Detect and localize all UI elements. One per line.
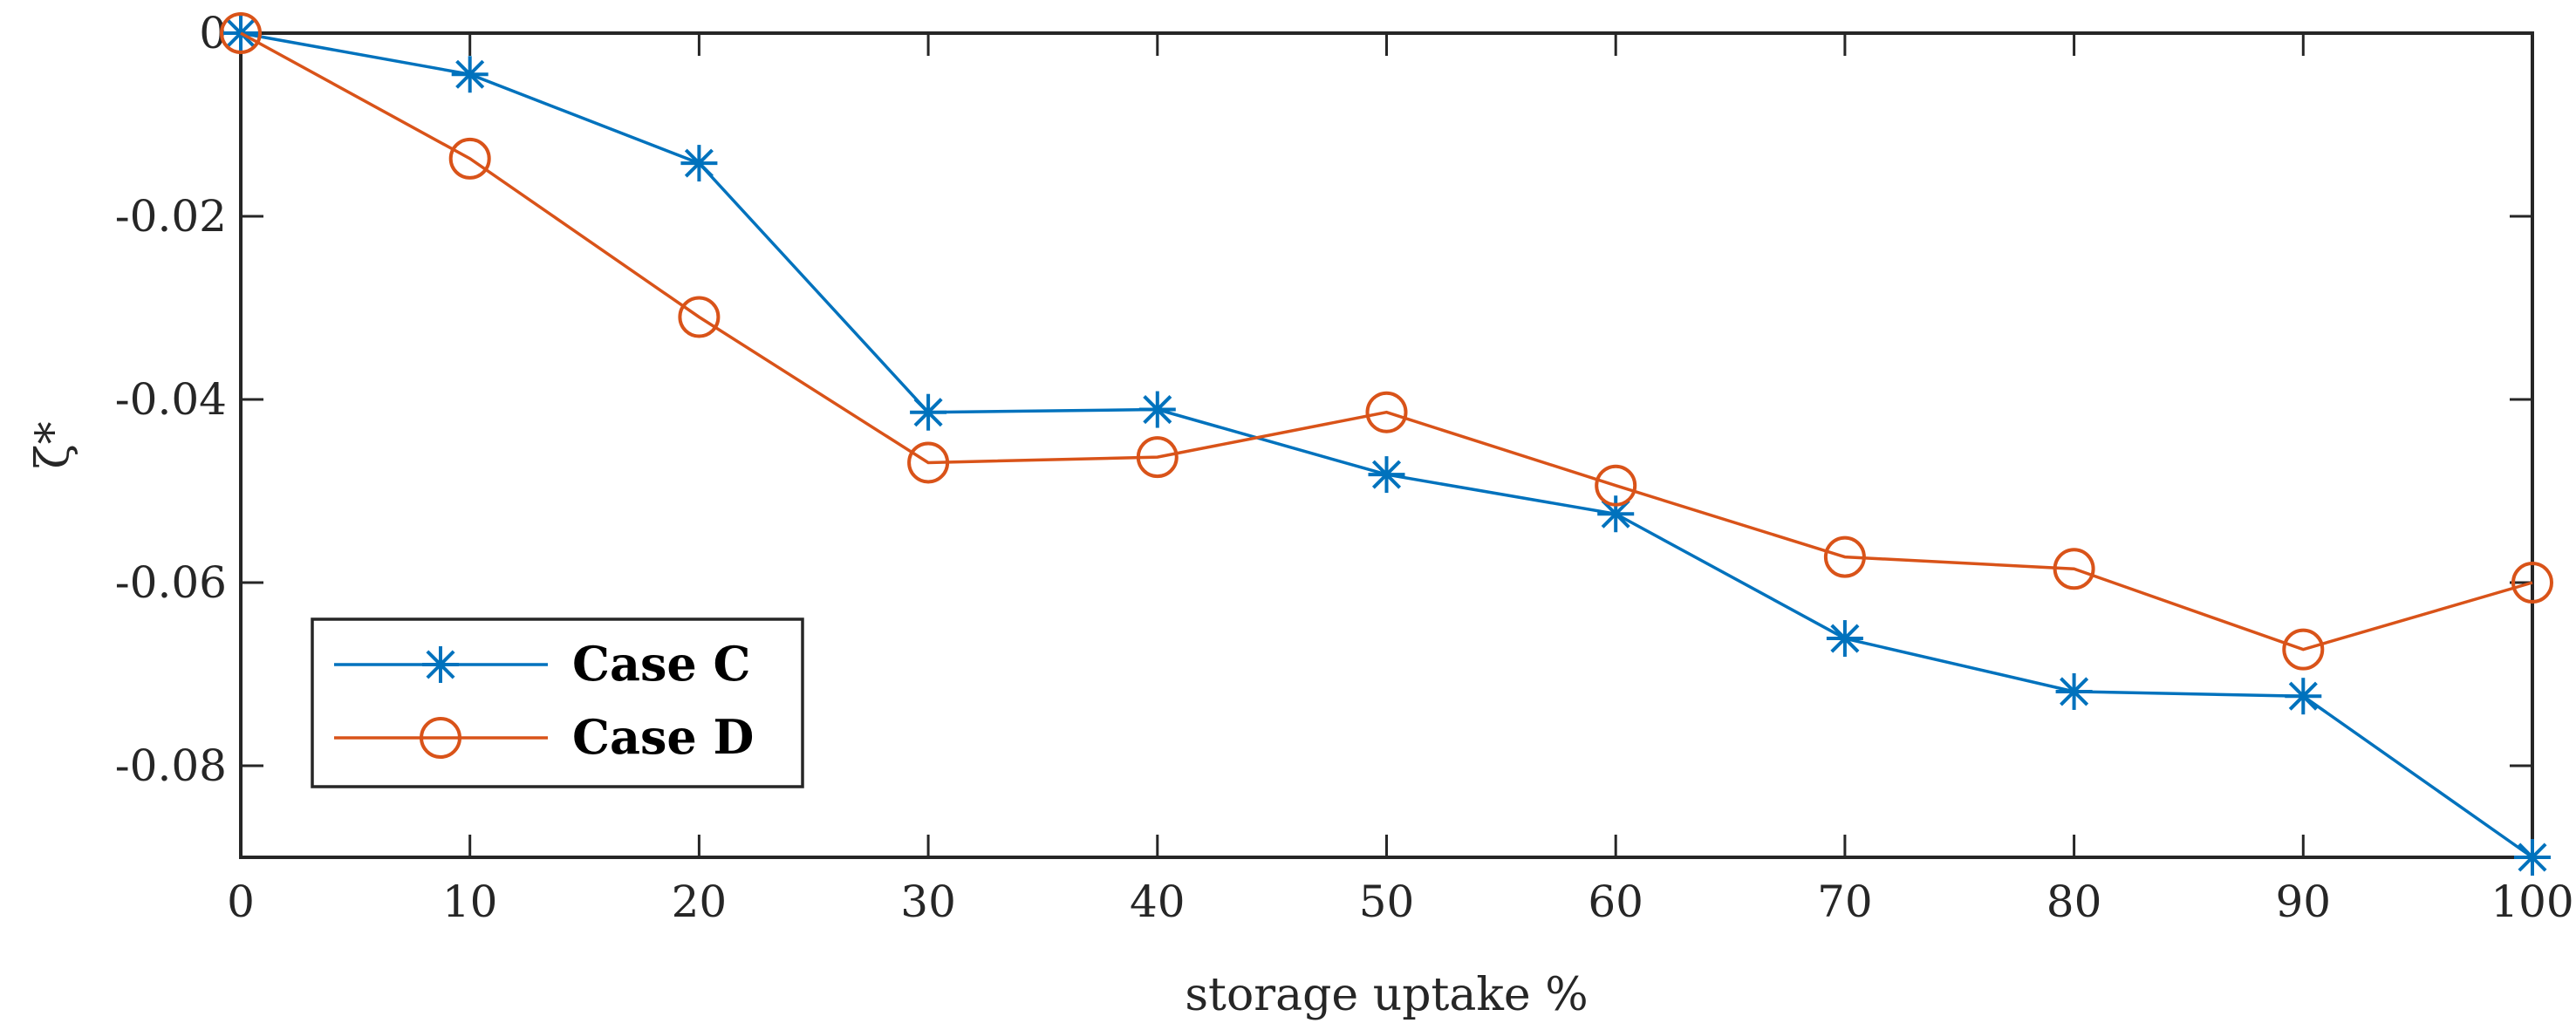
legend-entry: Case D [334, 709, 754, 765]
series-group [220, 12, 2553, 876]
x-tick-label: 0 [227, 877, 255, 927]
data-point [1595, 464, 1637, 507]
asterisk-stroke [1143, 395, 1172, 425]
asterisk-stroke [2060, 677, 2089, 706]
series-case-d [220, 12, 2553, 671]
x-tick-label: 90 [2275, 877, 2331, 927]
data-point [2285, 678, 2322, 715]
data-point [2053, 548, 2095, 590]
legend-marker [420, 717, 461, 759]
asterisk-stroke [913, 398, 943, 427]
data-point [1368, 456, 1405, 494]
x-tick-label: 100 [2491, 877, 2573, 927]
data-point [451, 56, 489, 93]
data-point [1597, 495, 1635, 533]
asterisk-stroke [2288, 681, 2318, 711]
x-axis-label: storage uptake % [1185, 969, 1588, 1021]
data-point [448, 137, 491, 180]
data-point [2282, 628, 2325, 671]
legend-label: Case C [572, 636, 751, 692]
x-tick-label: 30 [900, 877, 956, 927]
data-point [1823, 535, 1866, 578]
x-tick-label: 70 [1817, 877, 1873, 927]
data-point [907, 441, 950, 484]
axis-labels: storage uptake % ζ* [27, 421, 1589, 1021]
data-point [678, 296, 721, 338]
legend-label: Case D [572, 709, 754, 765]
series-line [240, 31, 2533, 651]
asterisk-stroke [426, 650, 455, 679]
data-point [220, 12, 262, 54]
data-point [680, 145, 718, 182]
asterisk-stroke [1830, 624, 1860, 653]
series-case-c [222, 15, 2551, 876]
asterisk-stroke [684, 148, 714, 178]
asterisk-stroke [1371, 460, 1402, 489]
x-tick-label: 40 [1130, 877, 1186, 927]
data-point [2514, 839, 2551, 876]
x-tick-label: 10 [442, 877, 498, 927]
asterisk-stroke [1601, 499, 1630, 529]
axes: 0 10 20 30 40 50 60 70 80 90 1000-0.02-0.04-0.06-0… [115, 8, 2574, 927]
data-point [2511, 562, 2553, 604]
legend-entry: Case C [334, 636, 751, 692]
y-tick-label: -0.02 [115, 191, 227, 242]
y-tick-label: -0.06 [115, 557, 227, 608]
data-point [910, 393, 947, 431]
asterisk-stroke [2518, 842, 2547, 872]
x-tick-label: 50 [1359, 877, 1415, 927]
x-tick-label: 80 [2046, 877, 2102, 927]
data-point [1826, 620, 1863, 658]
legend: Case C Case D [311, 617, 804, 788]
x-tick-label: 20 [672, 877, 728, 927]
asterisk-stroke [455, 59, 485, 89]
y-tick-label: -0.08 [115, 740, 227, 791]
data-point [1365, 391, 1408, 433]
legend-marker [422, 646, 459, 683]
data-point [1136, 436, 1179, 479]
y-tick-label: -0.04 [115, 374, 227, 425]
x-tick-label: 60 [1588, 877, 1643, 927]
y-axis-label: ζ* [27, 421, 79, 468]
legend-box [311, 617, 804, 788]
data-point [1138, 391, 1176, 428]
data-point [2055, 672, 2093, 710]
